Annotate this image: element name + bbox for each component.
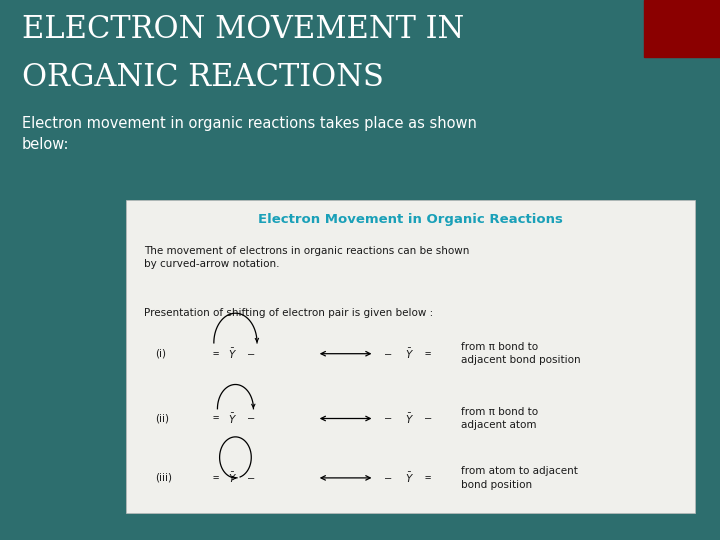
Text: —: — (248, 349, 255, 359)
Text: Presentation of shifting of electron pair is given below :: Presentation of shifting of electron pai… (144, 308, 433, 318)
Text: (iii): (iii) (155, 473, 172, 483)
Text: The movement of electrons in organic reactions can be shown
by curved-arrow nota: The movement of electrons in organic rea… (144, 246, 469, 269)
Bar (644, 0, 720, 57)
Text: (ii): (ii) (155, 414, 168, 423)
Text: $\bar{Y}$: $\bar{Y}$ (405, 411, 415, 426)
Text: =: = (425, 349, 431, 359)
Text: $\bar{Y}$: $\bar{Y}$ (405, 347, 415, 361)
Text: —: — (425, 414, 431, 423)
Text: $\bar{Y}$: $\bar{Y}$ (405, 471, 415, 485)
Text: ELECTRON MOVEMENT IN: ELECTRON MOVEMENT IN (22, 14, 464, 44)
Text: $\bar{Y}$: $\bar{Y}$ (228, 411, 238, 426)
Text: from atom to adjacent
bond position: from atom to adjacent bond position (461, 467, 577, 489)
Text: —: — (385, 473, 392, 483)
Text: $\bar{Y}$: $\bar{Y}$ (228, 471, 238, 485)
Text: =: = (212, 349, 219, 359)
Bar (126, 200, 695, 513)
Text: (i): (i) (155, 349, 166, 359)
Text: —: — (385, 349, 392, 359)
Text: Electron Movement in Organic Reactions: Electron Movement in Organic Reactions (258, 213, 563, 226)
Text: $\bar{Y}$: $\bar{Y}$ (228, 347, 238, 361)
Text: Electron movement in organic reactions takes place as shown
below:: Electron movement in organic reactions t… (22, 116, 477, 152)
Text: —: — (248, 473, 255, 483)
Text: =: = (425, 473, 431, 483)
Text: —: — (385, 414, 392, 423)
Text: ORGANIC REACTIONS: ORGANIC REACTIONS (22, 62, 384, 93)
Text: from π bond to
adjacent bond position: from π bond to adjacent bond position (461, 342, 580, 365)
Text: =: = (212, 414, 219, 423)
Text: =: = (212, 473, 219, 483)
Text: from π bond to
adjacent atom: from π bond to adjacent atom (461, 407, 538, 430)
Text: —: — (248, 414, 255, 423)
